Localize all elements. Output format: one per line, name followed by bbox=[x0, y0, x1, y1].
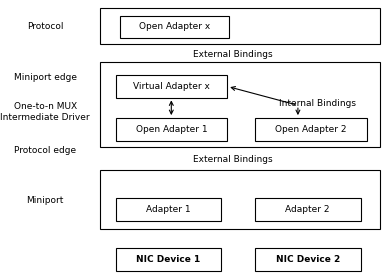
Text: NIC Device 2: NIC Device 2 bbox=[276, 255, 340, 264]
Text: Open Adapter 1: Open Adapter 1 bbox=[136, 125, 207, 134]
Text: NIC Device 1: NIC Device 1 bbox=[136, 255, 201, 264]
Text: Internal Bindings: Internal Bindings bbox=[279, 99, 356, 108]
Bar bbox=[255, 248, 361, 271]
Text: Protocol edge: Protocol edge bbox=[14, 147, 76, 155]
Text: Open Adapter x: Open Adapter x bbox=[139, 22, 210, 31]
Text: Adapter 2: Adapter 2 bbox=[285, 205, 330, 214]
Bar bbox=[120, 16, 229, 38]
Bar bbox=[100, 8, 380, 44]
Bar bbox=[255, 118, 367, 141]
Bar bbox=[116, 75, 227, 98]
Text: Miniport edge: Miniport edge bbox=[14, 73, 76, 82]
Text: Open Adapter 2: Open Adapter 2 bbox=[275, 125, 347, 134]
Text: Virtual Adapter x: Virtual Adapter x bbox=[133, 82, 210, 91]
Text: Protocol: Protocol bbox=[27, 22, 64, 31]
Bar bbox=[100, 170, 380, 229]
Bar bbox=[116, 118, 227, 141]
Bar bbox=[116, 248, 221, 271]
Bar bbox=[255, 198, 361, 221]
Text: External Bindings: External Bindings bbox=[193, 50, 273, 58]
Text: Adapter 1: Adapter 1 bbox=[146, 205, 191, 214]
Text: External Bindings: External Bindings bbox=[193, 155, 273, 164]
Bar bbox=[116, 198, 221, 221]
Bar bbox=[100, 62, 380, 147]
Text: Miniport: Miniport bbox=[26, 196, 64, 205]
Text: One-to-n MUX
Intermediate Driver: One-to-n MUX Intermediate Driver bbox=[0, 102, 90, 122]
